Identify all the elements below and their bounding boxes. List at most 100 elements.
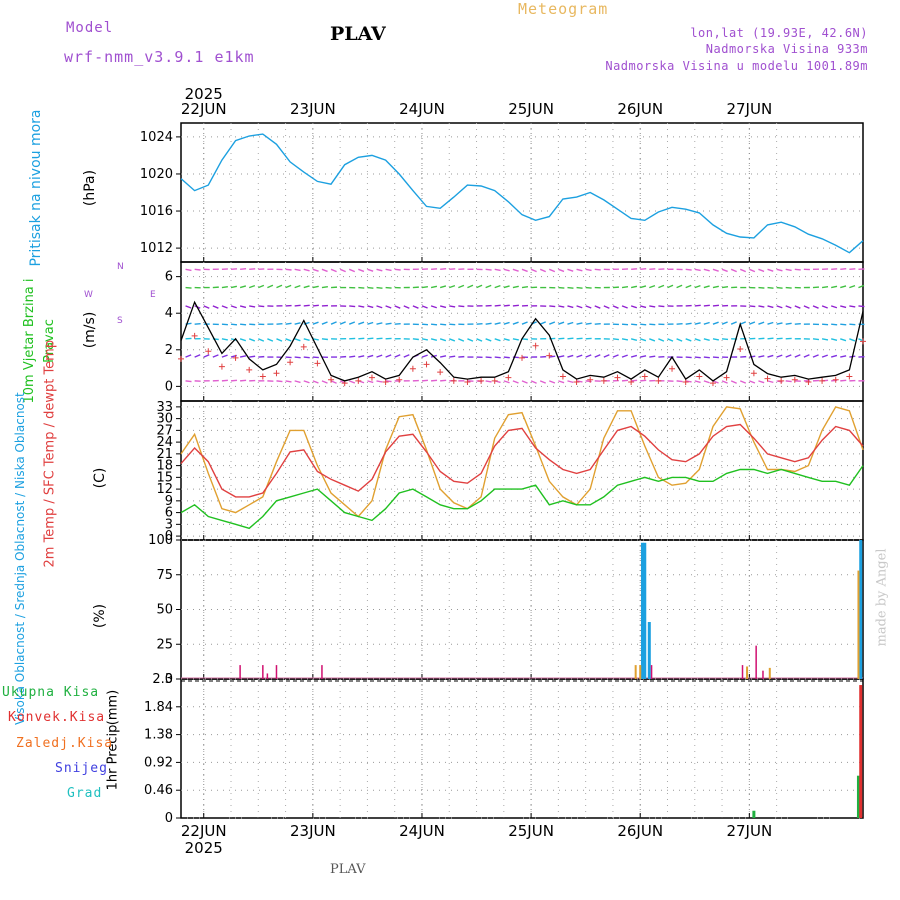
bottom-day-label: 26JUN	[617, 822, 663, 840]
cloud-bar	[755, 645, 757, 679]
wind-arrow	[458, 284, 465, 289]
wind-cross-mark	[355, 377, 362, 384]
wind-arrow	[767, 268, 774, 272]
wind-arrow	[812, 338, 820, 341]
wind-arrow	[485, 380, 492, 383]
wind-cross-mark	[464, 378, 471, 385]
wind-arrow	[430, 379, 438, 382]
wind-cross-mark	[737, 346, 744, 353]
wind-arrow	[348, 268, 356, 273]
wind-arrow	[403, 354, 410, 358]
wind-arrow	[449, 338, 456, 342]
legend-hail: Grad	[67, 786, 103, 801]
wind-arrow	[249, 268, 256, 271]
wind-arrow	[631, 323, 638, 326]
wind-arrow	[430, 323, 438, 326]
wind-arrow	[312, 338, 319, 341]
wind-arrow	[467, 284, 474, 289]
wind-cross-mark	[778, 377, 785, 384]
station-title: PLAV	[330, 23, 386, 45]
wind-arrow	[630, 285, 638, 289]
temperature-ytick-label: 9	[165, 494, 173, 509]
wind-arrow	[649, 284, 656, 289]
wind-arrow	[358, 268, 365, 273]
wind-arrow	[440, 379, 447, 382]
product-title: Meteogram	[518, 0, 609, 18]
cloud-bar	[768, 667, 771, 679]
wind-arrow	[694, 380, 701, 384]
wind-arrow	[367, 305, 374, 309]
wind-arrow	[712, 321, 719, 325]
wind-arrow	[858, 284, 865, 289]
wind-arrow	[530, 268, 537, 273]
wind-cross-mark	[805, 378, 812, 385]
cloud-bar	[643, 542, 647, 679]
top-day-label: 23JUN	[290, 100, 336, 118]
wind-arrow	[485, 268, 492, 271]
wind-arrow	[285, 268, 292, 271]
wind-arrow	[567, 268, 574, 272]
wind-arrow	[221, 305, 228, 309]
wind-arrow	[567, 354, 574, 358]
wind-arrow	[185, 380, 192, 383]
legend-total-rain: Ukupna Kisa	[2, 685, 100, 700]
wind-arrow	[721, 268, 728, 273]
wind-arrow	[230, 323, 238, 326]
wind-arrow	[521, 286, 529, 289]
wind-arrow	[603, 354, 610, 358]
wind-arrow	[358, 321, 365, 325]
wind-arrow	[758, 268, 765, 273]
wind-arrow	[630, 354, 638, 358]
wind-cross-mark	[682, 378, 689, 385]
wind-cross-mark	[178, 355, 184, 362]
wind-arrow	[294, 304, 301, 307]
wind-arrow	[776, 305, 783, 309]
wind-arrow	[285, 322, 292, 325]
wind-arrow	[476, 284, 483, 289]
wind-arrow	[503, 321, 510, 325]
wind-arrow	[376, 286, 383, 289]
wind-arrow	[785, 354, 792, 358]
wind-cross-mark	[300, 343, 307, 350]
wind-arrow	[621, 305, 628, 309]
temp2m-line	[180, 423, 864, 498]
wind-cross-mark	[750, 370, 757, 377]
wind-arrow	[185, 354, 192, 358]
wind-arrow	[776, 337, 783, 340]
wind-cross-mark	[696, 373, 703, 380]
wind-arrow	[858, 305, 865, 308]
wind-arrow	[248, 338, 256, 342]
clouds-ytick-label: 75	[156, 568, 173, 583]
wind-arrow	[494, 356, 501, 359]
wind-arrow	[240, 323, 247, 326]
wind-arrow	[585, 380, 592, 383]
wind-arrow	[440, 268, 447, 271]
wind-cross-mark	[600, 377, 607, 384]
wind-arrow	[403, 305, 410, 309]
wind-arrow	[812, 305, 819, 309]
wind-arrow	[321, 380, 328, 384]
clouds-ytick-label: 100	[148, 533, 173, 548]
wind-arrow	[348, 321, 356, 325]
wind-arrow	[803, 354, 810, 358]
wind-arrow	[530, 380, 537, 384]
wind-arrow	[703, 321, 710, 325]
wind-arrow	[503, 380, 510, 384]
bottom-year-label: 2025	[185, 839, 223, 857]
wind-cross-mark	[273, 370, 280, 377]
wind-arrow	[831, 323, 838, 326]
wind-arrow	[321, 321, 328, 325]
wind-arrow	[312, 285, 319, 289]
wind-arrow	[603, 305, 610, 309]
wind-arrow	[840, 305, 847, 309]
precipitation-ytick-label: 2.3	[152, 672, 173, 687]
wind-cross-mark	[505, 374, 512, 381]
cloud-bar	[634, 665, 637, 679]
pressure-frame	[180, 122, 864, 263]
wind-arrow	[694, 322, 701, 325]
wind-arrow	[849, 338, 856, 342]
wind-arrow	[576, 380, 583, 383]
wind-arrow	[494, 338, 501, 342]
wind-arrow	[267, 284, 274, 289]
